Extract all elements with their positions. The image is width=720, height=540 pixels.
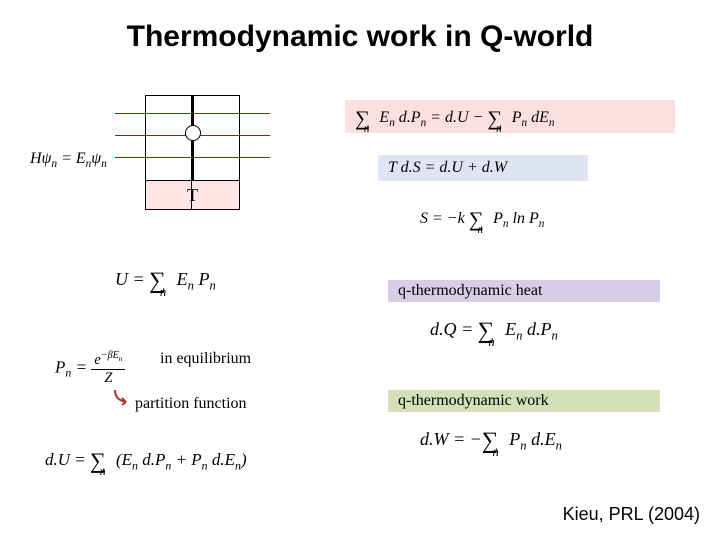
partition-function-label: partition function	[135, 395, 247, 413]
entropy-equation: S = −k ∑n Pn ln Pn	[420, 205, 544, 230]
boltzmann-equation: Pn = e−βEnZ	[55, 350, 125, 387]
internal-energy-equation: U = ∑n En Pn	[115, 265, 216, 294]
arrow-icon	[112, 388, 132, 406]
work-label: q-thermodynamic work	[388, 390, 660, 412]
heat-label: q-thermodynamic heat	[388, 280, 660, 302]
entropy-differential-equation: T d.S = d.U + d.W	[378, 155, 588, 181]
temperature-label: T	[187, 185, 198, 206]
du-expansion-equation: d.U = ∑n (En d.Pn + Pn d.En)	[45, 445, 247, 473]
slide-title: Thermodynamic work in Q-world	[0, 0, 720, 54]
divider	[145, 180, 240, 181]
particle-circle	[185, 125, 201, 141]
heat-equation: d.Q = ∑n En d.Pn	[430, 315, 558, 344]
energy-level-diagram: T	[115, 95, 270, 220]
first-law-equation: ∑n En d.Pn = d.U − ∑n Pn dEn	[345, 100, 675, 133]
work-equation: d.W = −∑n Pn d.En	[420, 425, 562, 454]
citation: Kieu, PRL (2004)	[563, 504, 700, 525]
in-equilibrium-label: in equilibrium	[160, 350, 251, 368]
schrodinger-equation: Hψn = Enψn	[30, 150, 107, 170]
